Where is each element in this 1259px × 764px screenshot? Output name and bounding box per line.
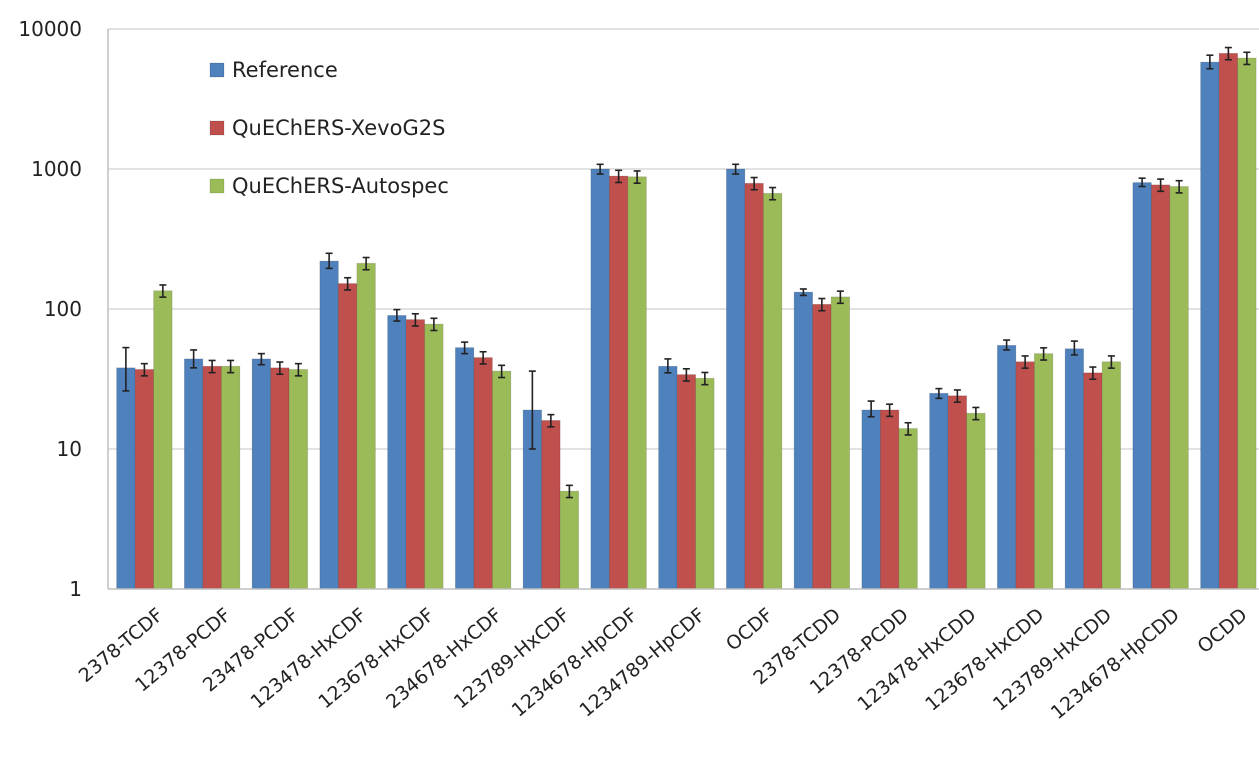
- x-tick-label: 1234678-HpCDF: [508, 604, 642, 722]
- bar: [134, 369, 155, 590]
- bar: [1132, 182, 1152, 590]
- bar: [947, 395, 968, 590]
- legend-swatch: [209, 120, 225, 136]
- x-tick-label: 123789-HxCDF: [450, 604, 574, 713]
- bar: [762, 192, 783, 590]
- x-tick-label: 123678-HxCDD: [921, 604, 1048, 716]
- bar: [473, 357, 493, 590]
- bar: [1200, 61, 1220, 590]
- legend-swatch: [209, 178, 225, 194]
- bar: [879, 409, 900, 590]
- bar: [424, 323, 444, 590]
- bar: [1033, 353, 1054, 590]
- error-bars: [122, 46, 1251, 499]
- legend-label: QuEChERS-Autospec: [232, 174, 449, 198]
- y-tick-label: 10: [57, 437, 82, 461]
- bar: [725, 168, 746, 590]
- x-tick-label: 1234678-HpCDD: [1047, 604, 1184, 724]
- bar: [1015, 361, 1035, 590]
- bar: [1150, 184, 1171, 590]
- legend-label: QuEChERS-XevoG2S: [232, 116, 445, 140]
- bar: [861, 409, 881, 590]
- x-tick-label: 234678-HxCDF: [382, 604, 506, 713]
- bar: [1169, 186, 1189, 590]
- bar: [744, 182, 764, 590]
- bar: [319, 260, 339, 590]
- bars: [116, 52, 1257, 590]
- bar: [183, 358, 204, 590]
- bar: [793, 291, 814, 590]
- bar: [1064, 348, 1085, 590]
- bar: [1218, 52, 1239, 590]
- bar: [270, 367, 290, 590]
- bar: [337, 283, 358, 590]
- bar: [966, 412, 986, 590]
- bar: [251, 358, 272, 590]
- bar: [559, 490, 580, 590]
- bar: [541, 420, 561, 590]
- bar: [658, 365, 678, 590]
- legend: Reference QuEChERS-XevoG2S QuEChERS-Autosp…: [209, 58, 449, 198]
- x-tick-label: 1234789-HpCDF: [575, 604, 709, 722]
- x-tick-label: 123478-HxCDF: [247, 604, 371, 713]
- bar: [812, 303, 832, 590]
- bar: [220, 365, 241, 590]
- x-tick-label: 123478-HxCDD: [853, 604, 980, 716]
- bar: [898, 428, 918, 590]
- bar: [996, 344, 1017, 590]
- bar: [491, 370, 512, 590]
- x-tick-label: OCDD: [1193, 604, 1251, 658]
- bar: [1083, 372, 1103, 590]
- bar: [830, 296, 851, 590]
- bar: [627, 176, 647, 590]
- x-tick-label: 123789-HxCDD: [989, 604, 1116, 716]
- bar: [454, 347, 475, 590]
- bar: [1237, 57, 1257, 590]
- bar: [590, 168, 610, 590]
- bar: [676, 374, 697, 590]
- y-tick-label: 1000: [31, 157, 82, 181]
- y-tick-label: 100: [44, 297, 82, 321]
- x-tick-label: OCDF: [722, 604, 777, 655]
- y-tick-label: 1: [69, 577, 82, 601]
- bar: [695, 377, 715, 590]
- bar: [608, 175, 629, 590]
- bar: [288, 369, 309, 590]
- bar: [356, 262, 376, 590]
- bar: [1101, 361, 1122, 590]
- bar: [116, 367, 136, 590]
- legend-swatch: [209, 62, 225, 78]
- bar: [405, 319, 426, 590]
- legend-label: Reference: [232, 58, 338, 82]
- bar: [202, 365, 222, 590]
- bar: [387, 315, 407, 590]
- bar: [929, 392, 949, 590]
- x-tick-label: 123678-HxCDF: [314, 604, 438, 713]
- y-tick-label: 10000: [18, 17, 82, 41]
- bar: [153, 290, 173, 590]
